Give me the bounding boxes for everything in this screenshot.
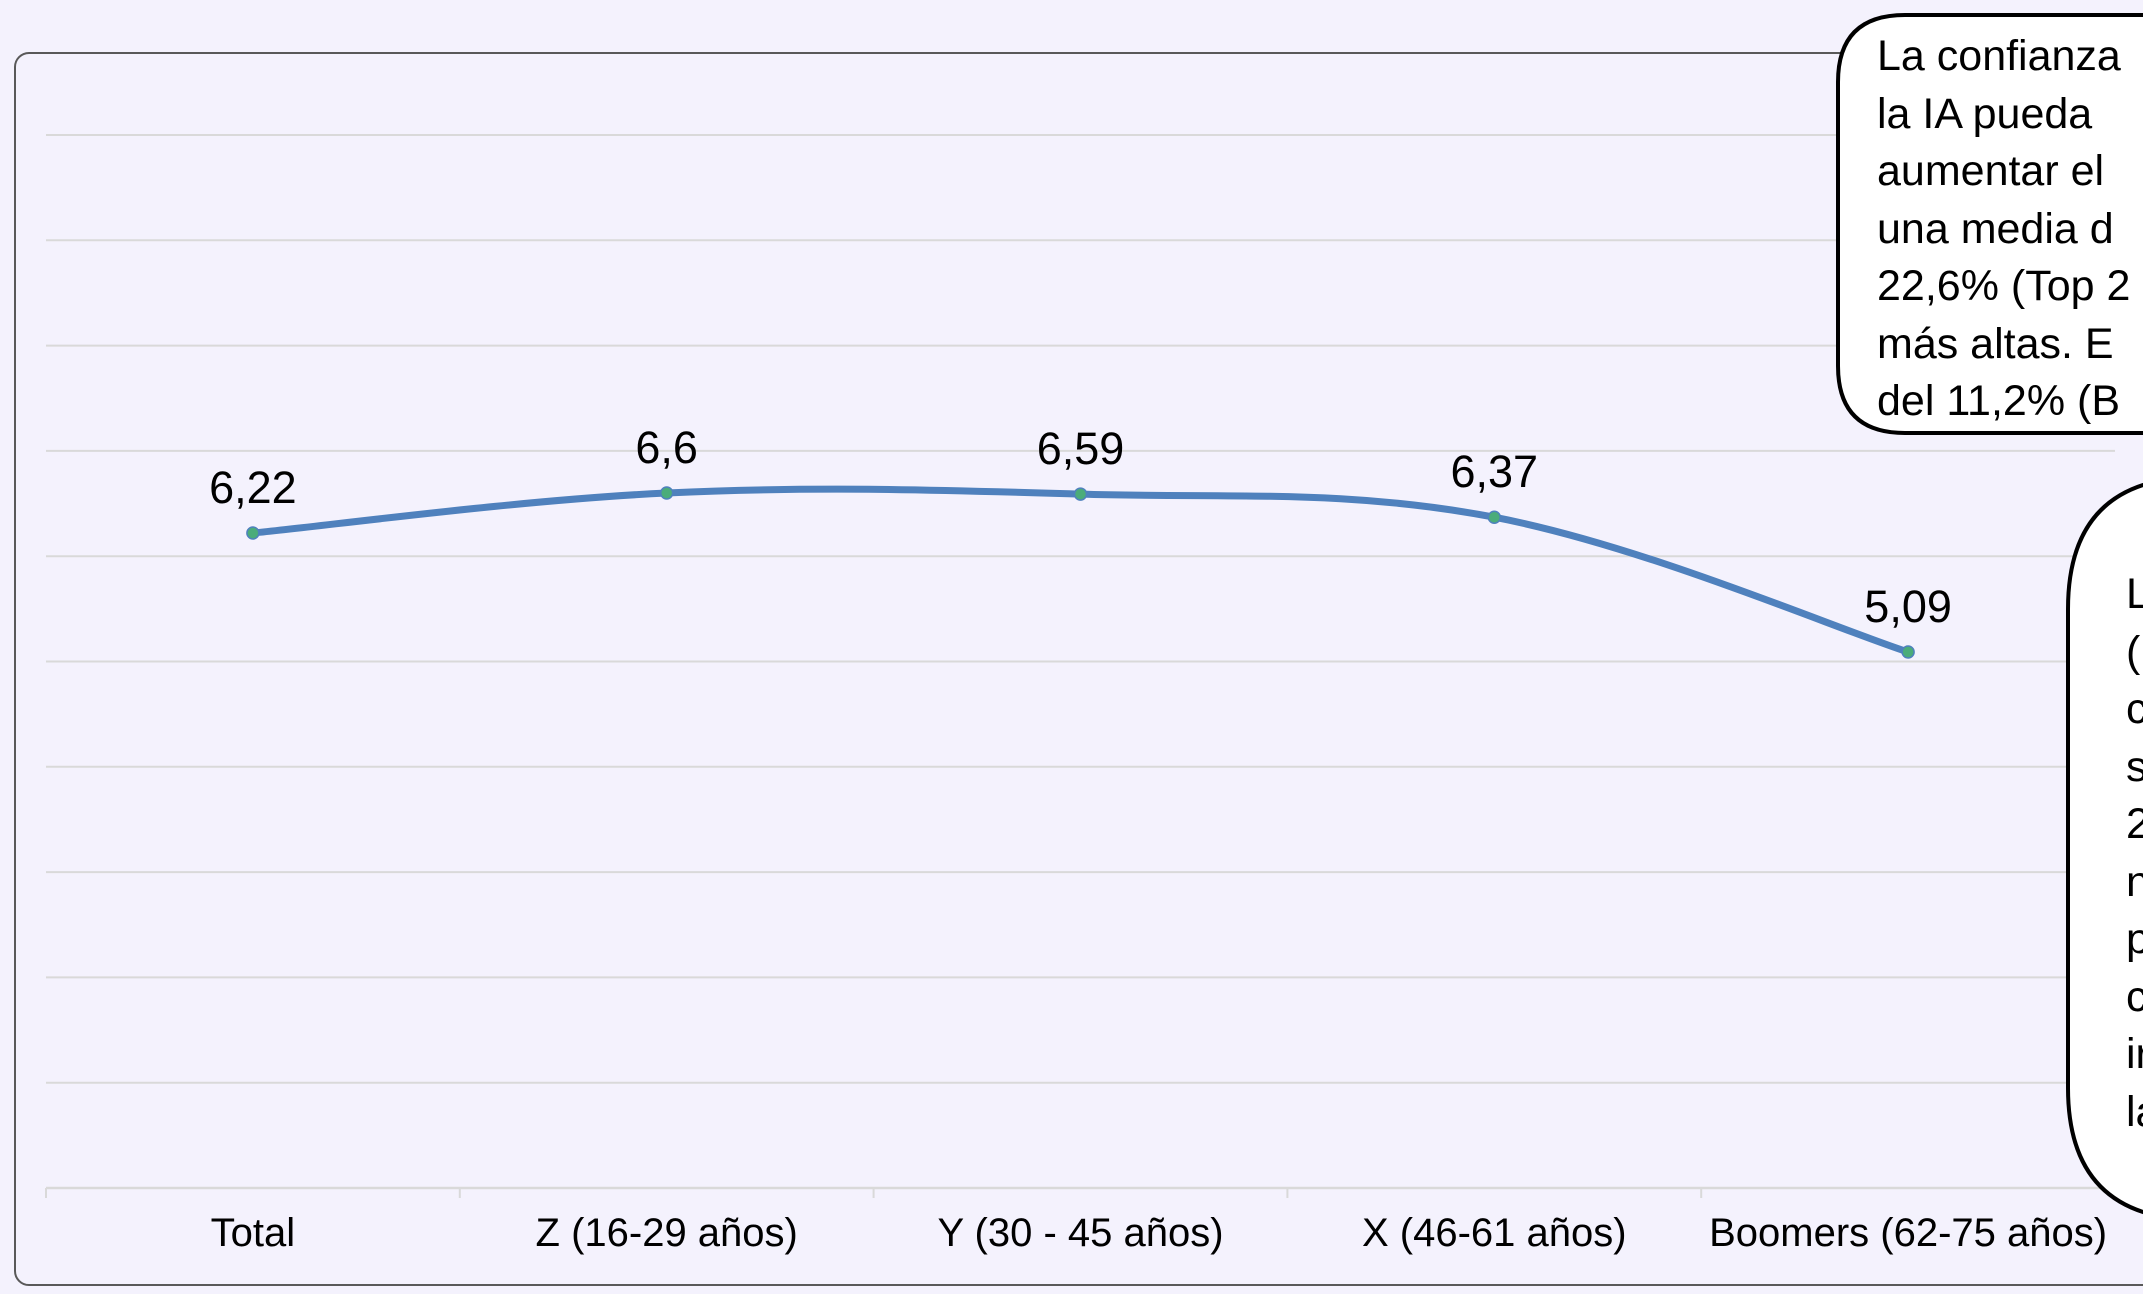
x-axis-labels: Total Z (16-29 años) Y (30 - 45 años) X (46…	[211, 1211, 2107, 1255]
data-point	[246, 526, 260, 540]
data-label: 6,59	[1037, 423, 1125, 474]
callout-1-line: La confianza	[1877, 32, 2121, 80]
data-point	[1901, 645, 1915, 659]
callout-box-1: La confianza la IA pueda aumentar el una…	[1836, 13, 2143, 435]
x-tick-label: X (46-61 años)	[1362, 1211, 1627, 1255]
callout-1-line: 22,6% (Top 2	[1877, 262, 2130, 310]
callout-1-line: aumentar el	[1877, 147, 2104, 195]
callout-2-line: n	[2126, 858, 2143, 906]
series-line	[249, 485, 1912, 656]
callout-2-line: c	[2126, 973, 2143, 1021]
callout-2-line: la	[2126, 1088, 2143, 1136]
callout-1-line: una media d	[1877, 205, 2114, 253]
data-label: 6,6	[635, 422, 698, 473]
x-tick-label: Y (30 - 45 años)	[937, 1211, 1223, 1255]
callout-1-line: más altas. E	[1877, 320, 2114, 368]
data-label: 6,22	[209, 462, 297, 513]
x-tick-label: Boomers (62-75 años)	[1709, 1211, 2107, 1255]
callout-2-line: (	[2126, 628, 2141, 676]
x-tick-label: Z (16-29 años)	[536, 1211, 798, 1255]
series-markers	[246, 486, 1915, 659]
data-label: 6,37	[1451, 446, 1539, 497]
data-point	[659, 486, 674, 500]
callout-box-2: L ( c s 2 n p c ir la	[2066, 482, 2143, 1215]
callout-2-line: 2	[2126, 800, 2143, 848]
x-tick-label: Total	[211, 1211, 296, 1255]
callout-2-line: p	[2126, 915, 2143, 963]
callout-2-line: ir	[2126, 1030, 2143, 1078]
callout-2-border	[2066, 482, 2143, 1215]
gridlines	[46, 134, 2115, 1084]
callout-2-line: L	[2126, 570, 2143, 618]
chart-frame	[14, 52, 2143, 1286]
data-label: 5,09	[1864, 581, 1952, 632]
callout-2-line: s	[2126, 743, 2143, 791]
data-point	[1073, 487, 1088, 501]
data-point	[1487, 510, 1502, 524]
callout-2-line: c	[2126, 685, 2143, 733]
callout-1-line: del 11,2% (B	[1877, 377, 2120, 425]
data-labels: 6,22 6,6 6,59 6,37 5,09	[209, 422, 1952, 632]
x-axis-ticks	[45, 1188, 2116, 1198]
callout-1-border	[1836, 13, 2143, 435]
callout-1-line: la IA pueda	[1877, 90, 2092, 138]
